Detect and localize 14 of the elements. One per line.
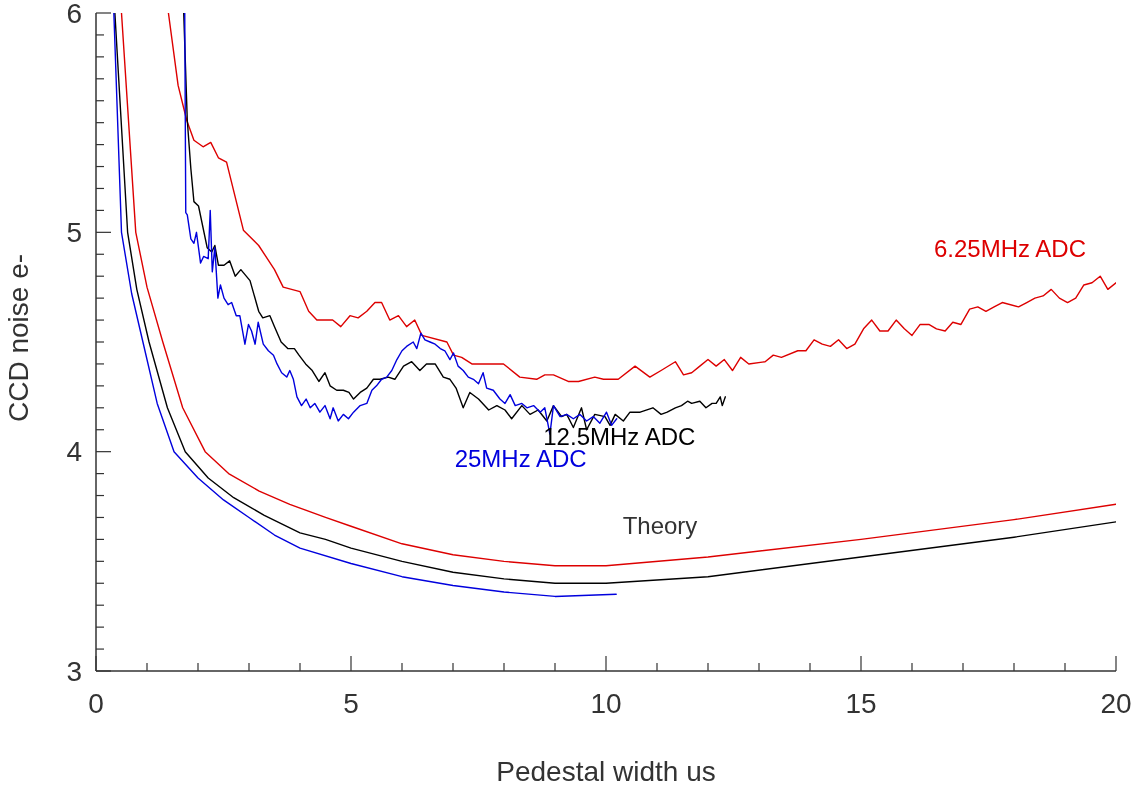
x-tick-label: 5 — [343, 688, 359, 719]
x-tick-label: 10 — [590, 688, 622, 719]
x-axis-title: Pedestal width us — [496, 756, 716, 787]
line-series — [167, 13, 1116, 383]
x-tick-label: 15 — [845, 688, 877, 719]
y-axis-title: CCD noise e- — [2, 253, 34, 422]
series-label: 6.25MHz ADC — [933, 235, 1086, 263]
y-tick-label: 5 — [66, 217, 82, 249]
x-tick-label: 0 — [88, 688, 104, 719]
x-tick-label: 20 — [1100, 688, 1132, 719]
y-tick-label: 3 — [66, 655, 82, 687]
annotation: Theory — [621, 512, 699, 540]
y-tick-label: 4 — [66, 436, 82, 468]
y-tick-label: 6 — [66, 0, 82, 29]
